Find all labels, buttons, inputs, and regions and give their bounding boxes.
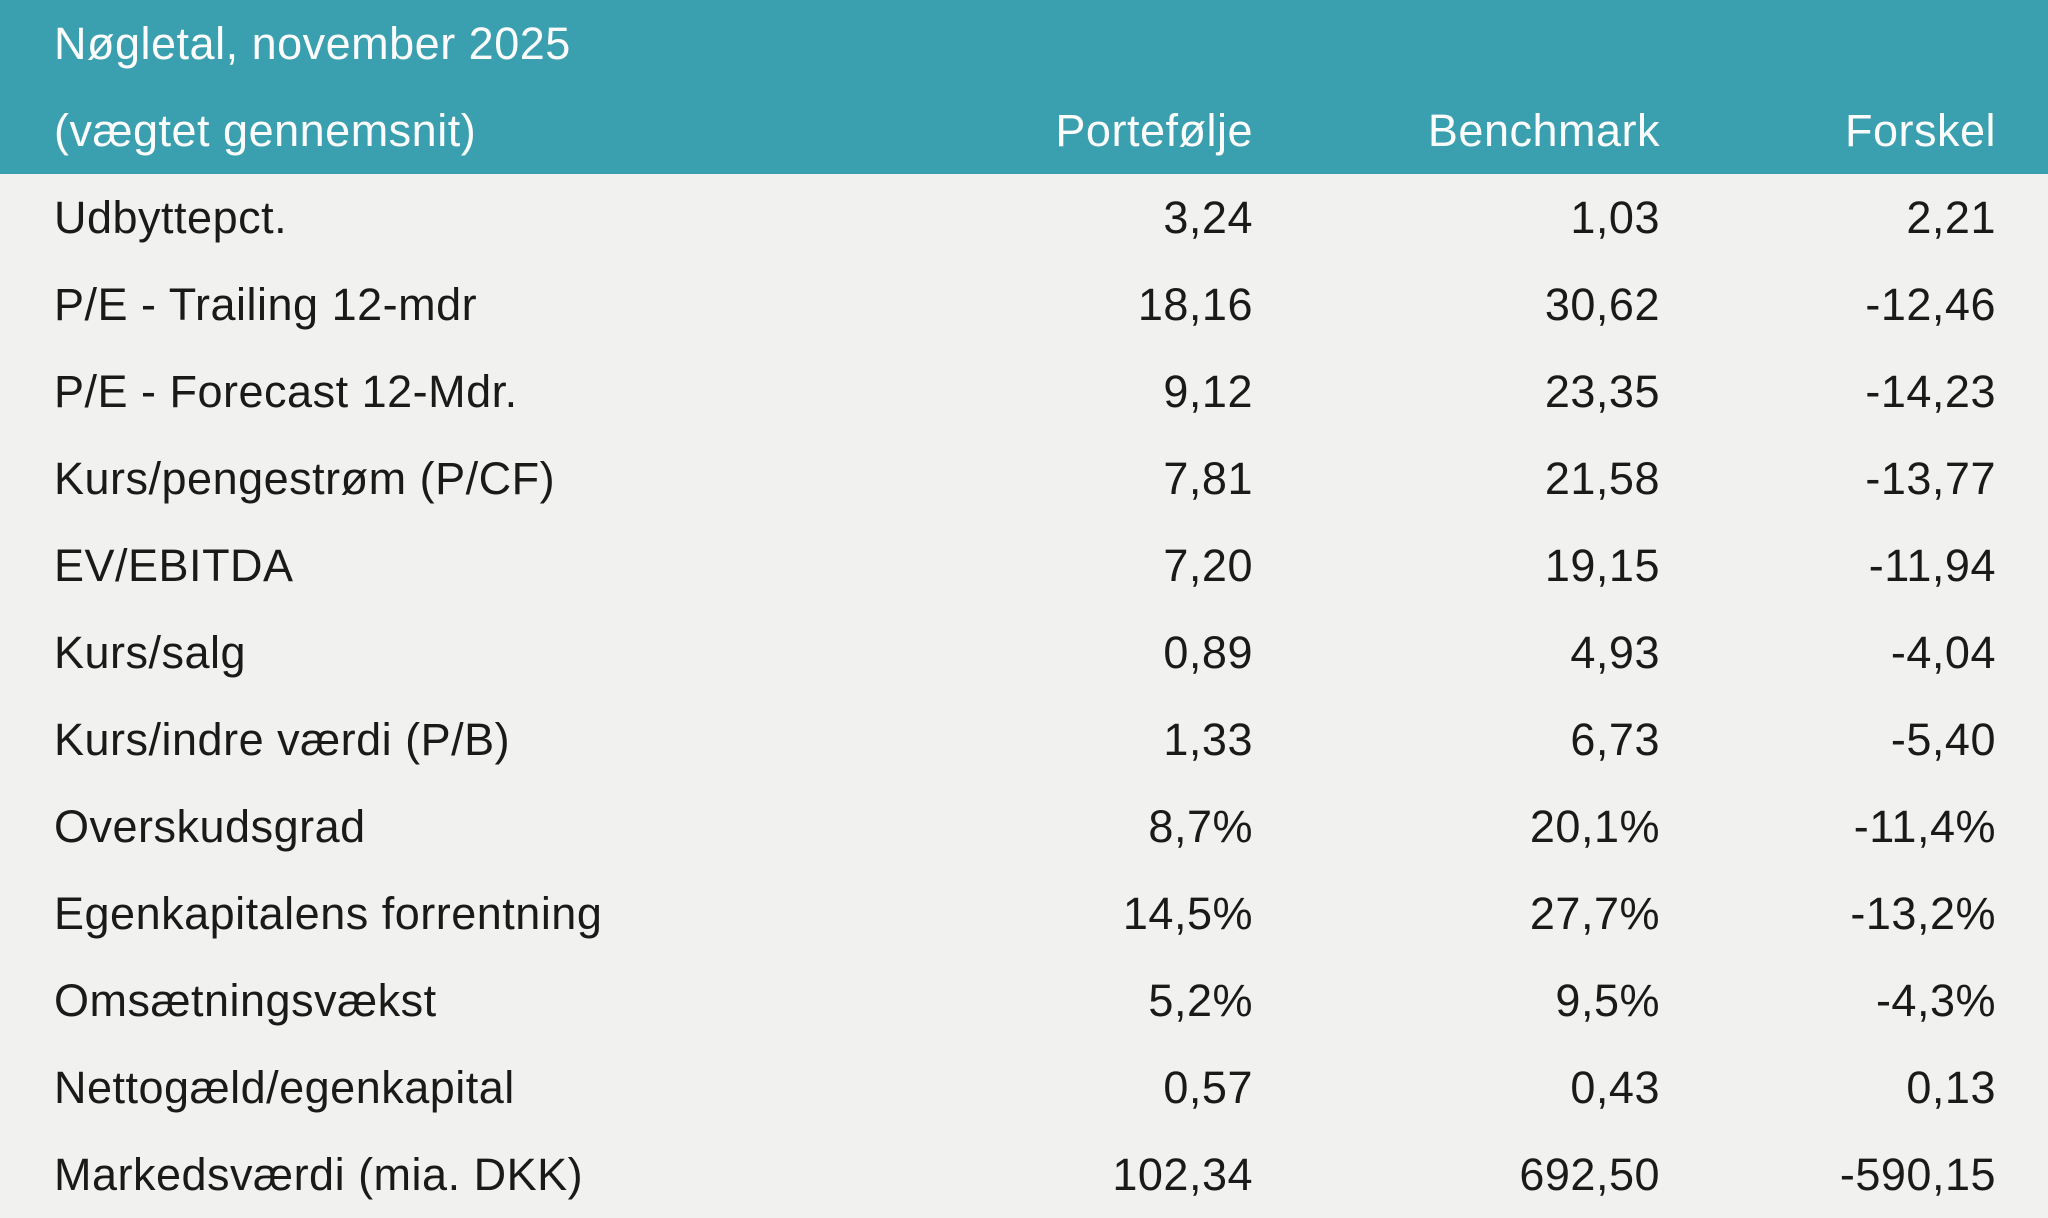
benchmark-value: 0,43 xyxy=(1570,1062,1660,1113)
table-row: Egenkapitalens forrentning 14,5% 27,7% -… xyxy=(0,870,2048,957)
difference-value: 0,13 xyxy=(1906,1062,1996,1113)
table-row: P/E - Forecast 12-Mdr. 9,12 23,35 -14,23 xyxy=(0,348,2048,435)
portfolio-value: 102,34 xyxy=(1112,1149,1253,1200)
table-row: Overskudsgrad 8,7% 20,1% -11,4% xyxy=(0,783,2048,870)
table-row: P/E - Trailing 12-mdr 18,16 30,62 -12,46 xyxy=(0,261,2048,348)
benchmark-value: 6,73 xyxy=(1570,714,1660,765)
metric-label: Udbyttepct. xyxy=(54,192,288,243)
column-header-benchmark: Benchmark xyxy=(1427,105,1660,156)
metric-label: Egenkapitalens forrentning xyxy=(54,888,603,939)
table-row: Nettogæld/egenkapital 0,57 0,43 0,13 xyxy=(0,1044,2048,1131)
column-header-difference: Forskel xyxy=(1844,105,1996,156)
difference-value: -11,94 xyxy=(1868,540,1996,591)
table-title-block: Nøgletal, november 2025 (vægtet gennemsn… xyxy=(0,0,900,174)
difference-value: -13,77 xyxy=(1865,453,1996,504)
metric-label: Overskudsgrad xyxy=(54,801,366,852)
benchmark-value: 27,7% xyxy=(1529,888,1660,939)
portfolio-value: 7,81 xyxy=(1163,453,1253,504)
difference-value: 2,21 xyxy=(1906,192,1996,243)
table-subtitle: (vægtet gennemsnit) xyxy=(54,105,477,156)
table-row: Markedsværdi (mia. DKK) 102,34 692,50 -5… xyxy=(0,1131,2048,1218)
table-row: Udbyttepct. 3,24 1,03 2,21 xyxy=(0,174,2048,261)
metric-label: EV/EBITDA xyxy=(54,540,294,591)
table-row: Kurs/indre værdi (P/B) 1,33 6,73 -5,40 xyxy=(0,696,2048,783)
table-row: Kurs/salg 0,89 4,93 -4,04 xyxy=(0,609,2048,696)
benchmark-value: 20,1% xyxy=(1529,801,1660,852)
difference-value: -4,3% xyxy=(1875,975,1996,1026)
difference-value: -590,15 xyxy=(1839,1149,1996,1200)
difference-value: -11,4% xyxy=(1853,801,1996,852)
difference-value: -12,46 xyxy=(1865,279,1996,330)
table-body: Udbyttepct. 3,24 1,03 2,21 P/E - Trailin… xyxy=(0,174,2048,1218)
benchmark-value: 9,5% xyxy=(1555,975,1660,1026)
portfolio-value: 14,5% xyxy=(1122,888,1253,939)
portfolio-value: 9,12 xyxy=(1163,366,1253,417)
portfolio-value: 1,33 xyxy=(1163,714,1253,765)
benchmark-value: 23,35 xyxy=(1544,366,1660,417)
benchmark-value: 19,15 xyxy=(1544,540,1660,591)
column-header-portfolio: Portefølje xyxy=(1055,105,1253,156)
metric-label: Omsætningsvækst xyxy=(54,975,437,1026)
benchmark-value: 30,62 xyxy=(1544,279,1660,330)
difference-value: -13,2% xyxy=(1850,888,1996,939)
metric-label: P/E - Trailing 12-mdr xyxy=(54,279,478,330)
table-row: Kurs/pengestrøm (P/CF) 7,81 21,58 -13,77 xyxy=(0,435,2048,522)
benchmark-value: 1,03 xyxy=(1570,192,1660,243)
metric-label: Markedsværdi (mia. DKK) xyxy=(54,1149,584,1200)
metric-label: Nettogæld/egenkapital xyxy=(54,1062,515,1113)
table-header-row: Nøgletal, november 2025 (vægtet gennemsn… xyxy=(0,0,2048,174)
difference-value: -4,04 xyxy=(1890,627,1996,678)
table-row: EV/EBITDA 7,20 19,15 -11,94 xyxy=(0,522,2048,609)
portfolio-value: 8,7% xyxy=(1148,801,1253,852)
metric-label: Kurs/salg xyxy=(54,627,247,678)
table-title: Nøgletal, november 2025 xyxy=(54,18,571,69)
metric-label: Kurs/pengestrøm (P/CF) xyxy=(54,453,556,504)
portfolio-value: 0,57 xyxy=(1163,1062,1253,1113)
difference-value: -14,23 xyxy=(1865,366,1996,417)
portfolio-value: 18,16 xyxy=(1137,279,1253,330)
metric-label: Kurs/indre værdi (P/B) xyxy=(54,714,511,765)
difference-value: -5,40 xyxy=(1890,714,1996,765)
portfolio-value: 7,20 xyxy=(1163,540,1253,591)
portfolio-value: 0,89 xyxy=(1163,627,1253,678)
metric-label: P/E - Forecast 12-Mdr. xyxy=(54,366,518,417)
table-row: Omsætningsvækst 5,2% 9,5% -4,3% xyxy=(0,957,2048,1044)
benchmark-value: 4,93 xyxy=(1570,627,1660,678)
benchmark-value: 21,58 xyxy=(1544,453,1660,504)
portfolio-value: 5,2% xyxy=(1148,975,1253,1026)
benchmark-value: 692,50 xyxy=(1519,1149,1660,1200)
portfolio-value: 3,24 xyxy=(1163,192,1253,243)
